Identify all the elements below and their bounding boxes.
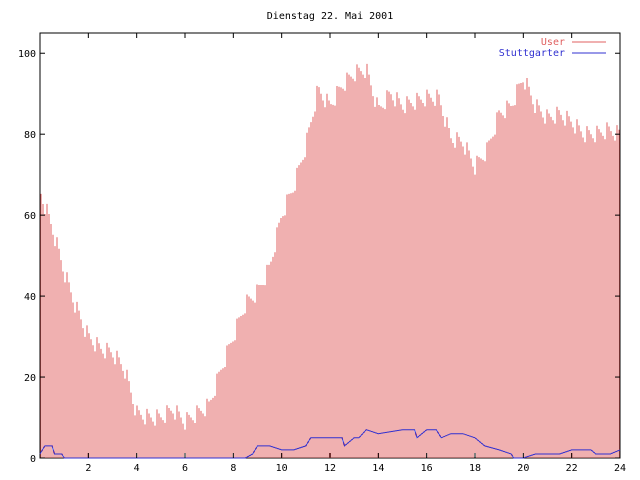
- legend-label: User: [541, 37, 565, 48]
- y-tick-label: 40: [24, 292, 36, 303]
- x-tick-label: 24: [614, 463, 626, 474]
- x-tick-label: 10: [276, 463, 288, 474]
- y-tick-label: 100: [18, 49, 36, 60]
- x-tick-label: 22: [566, 463, 578, 474]
- legend-label: Stuttgarter: [499, 48, 565, 59]
- y-tick-label: 20: [24, 373, 36, 384]
- user-bars: [40, 63, 620, 458]
- x-tick-label: 14: [372, 463, 384, 474]
- x-tick-label: 16: [421, 463, 433, 474]
- x-tick-label: 2: [85, 463, 91, 474]
- x-tick-label: 4: [134, 463, 140, 474]
- stuttgarter-line: [39, 429, 621, 459]
- x-tick-label: 12: [324, 463, 336, 474]
- y-tick-label: 0: [30, 454, 36, 465]
- chart-title: Dienstag 22. Mai 2001: [267, 11, 393, 22]
- x-tick-label: 6: [182, 463, 188, 474]
- y-tick-label: 60: [24, 211, 36, 222]
- y-tick-label: 80: [24, 130, 36, 141]
- x-tick-label: 8: [230, 463, 236, 474]
- x-tick-label: 20: [517, 463, 529, 474]
- x-tick-label: 18: [469, 463, 481, 474]
- stuttgarter-line-layer: [39, 429, 621, 459]
